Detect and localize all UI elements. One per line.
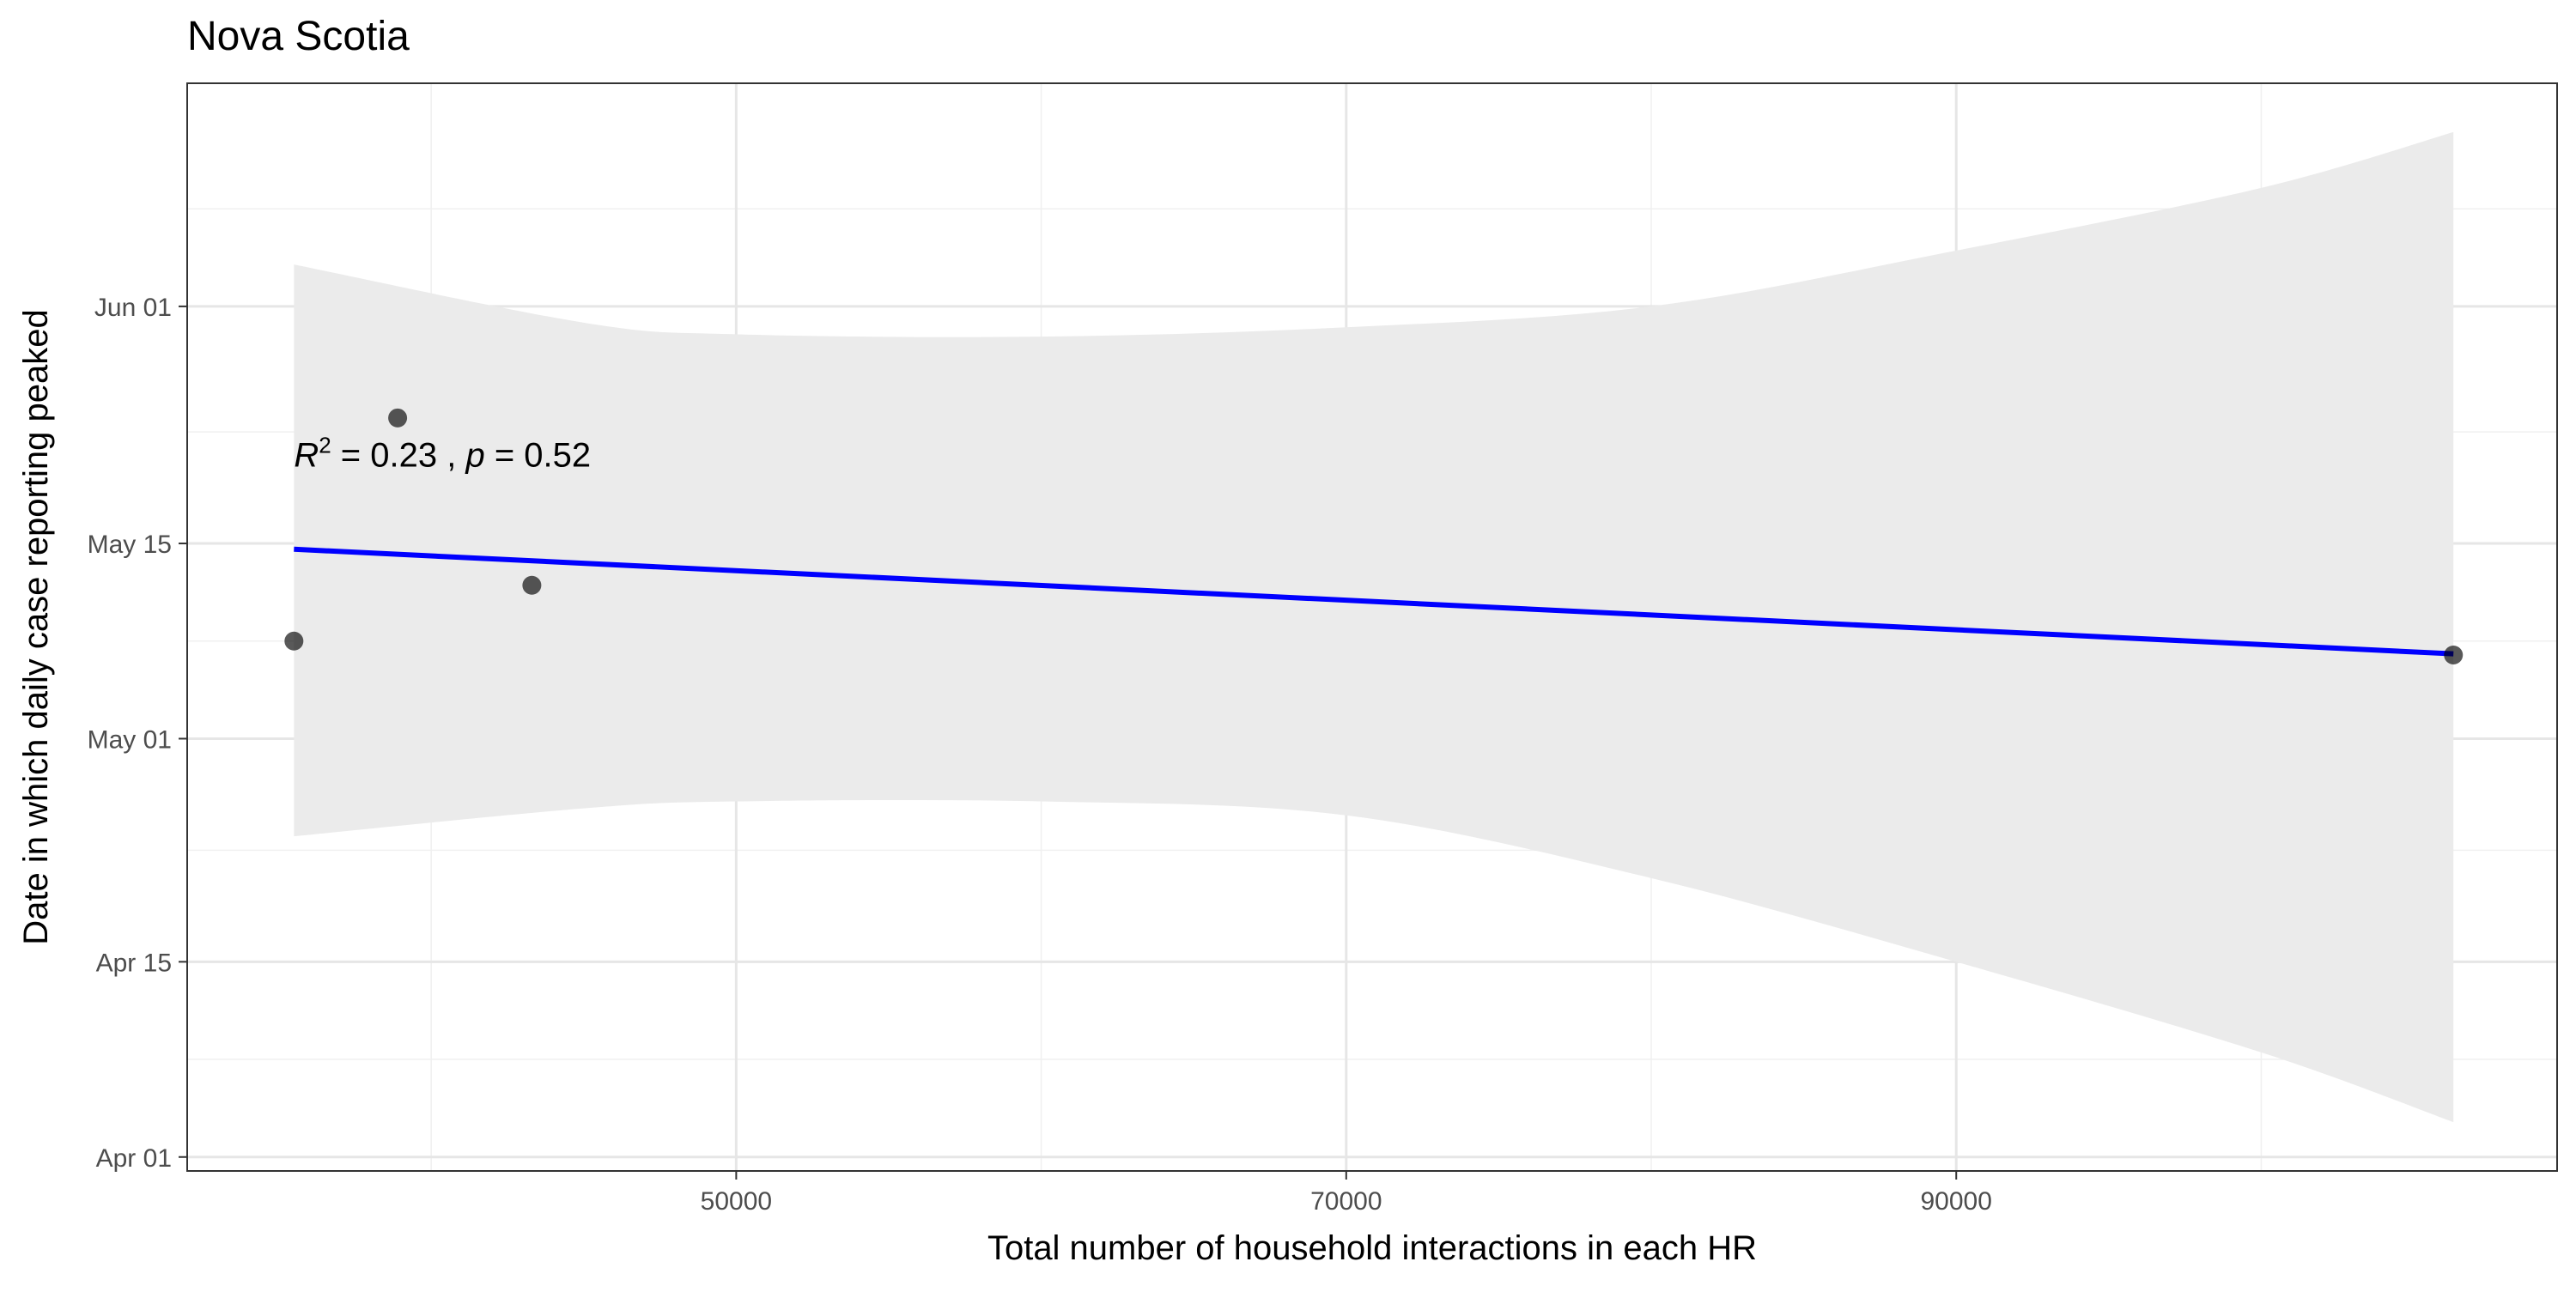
data-point bbox=[522, 575, 542, 595]
annotation-r-superscript: 2 bbox=[319, 433, 331, 458]
data-points-group bbox=[284, 408, 2464, 664]
y-tick-label: Jun 01 bbox=[94, 294, 172, 322]
y-tick-label: May 01 bbox=[88, 725, 172, 754]
chart-title: Nova Scotia bbox=[187, 14, 410, 59]
confidence-band bbox=[294, 131, 2454, 1123]
annotation-r-label: R bbox=[294, 437, 319, 475]
x-tick-label: 90000 bbox=[1921, 1187, 1992, 1216]
data-point bbox=[388, 408, 408, 428]
y-axis-ticks: Apr 01 Apr 15 May 01 May 15 Jun 01 bbox=[88, 294, 187, 1173]
regression-annotation: R2 = 0.23 , p = 0.52 bbox=[294, 433, 591, 475]
x-tick-label: 70000 bbox=[1310, 1187, 1382, 1216]
data-point bbox=[284, 631, 304, 651]
confidence-band-group bbox=[294, 131, 2454, 1123]
annotation-p-label: p bbox=[465, 437, 484, 475]
annotation-r2-value: = 0.23 , bbox=[331, 437, 466, 475]
x-axis-ticks: 50000 70000 90000 bbox=[701, 1171, 1992, 1216]
x-axis-title: Total number of household interactions i… bbox=[987, 1229, 1757, 1267]
y-tick-label: Apr 15 bbox=[96, 949, 172, 977]
data-point bbox=[2444, 645, 2464, 664]
panel-border bbox=[186, 82, 2558, 1172]
y-axis-title: Date in which daily case reporting peake… bbox=[17, 309, 55, 944]
y-tick-label: Apr 01 bbox=[96, 1144, 172, 1173]
annotation-p-value: = 0.52 bbox=[485, 437, 591, 475]
fit-line-group bbox=[294, 546, 2454, 657]
x-tick-label: 50000 bbox=[701, 1187, 772, 1216]
regression-line bbox=[294, 546, 2454, 657]
y-tick-label: May 15 bbox=[88, 531, 172, 559]
